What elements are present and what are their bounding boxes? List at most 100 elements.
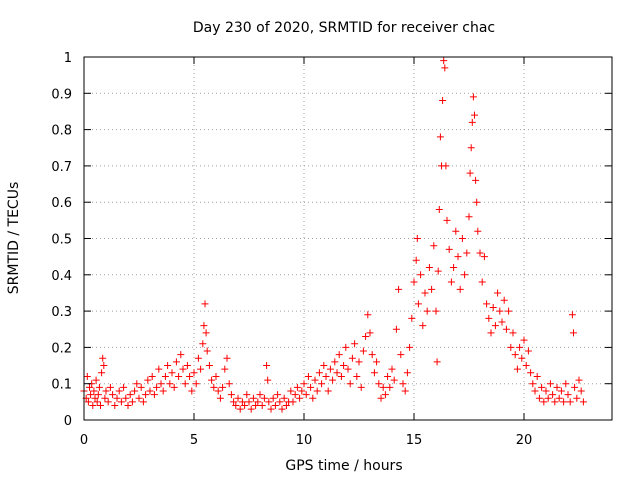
data-point xyxy=(89,401,97,409)
data-point xyxy=(302,391,310,399)
y-tick-label: 0.6 xyxy=(51,196,72,211)
data-point xyxy=(410,278,418,286)
data-points xyxy=(80,57,587,413)
data-point xyxy=(502,325,510,333)
data-point xyxy=(522,362,530,370)
data-point xyxy=(568,311,576,319)
data-point xyxy=(93,398,101,406)
data-point xyxy=(164,362,172,370)
data-point xyxy=(463,249,471,257)
data-point xyxy=(471,111,478,119)
data-point xyxy=(366,329,374,337)
data-point xyxy=(342,343,350,351)
data-point xyxy=(434,267,442,275)
data-point xyxy=(179,365,187,373)
data-point xyxy=(417,271,425,279)
data-point xyxy=(234,394,242,402)
data-point xyxy=(216,394,224,402)
data-point xyxy=(271,401,279,409)
x-axis-label: GPS time / hours xyxy=(285,458,402,474)
data-point xyxy=(487,329,495,337)
y-tick-label: 1 xyxy=(64,51,72,66)
data-point xyxy=(287,387,295,395)
data-point xyxy=(468,118,476,126)
data-point xyxy=(232,401,240,409)
data-point xyxy=(509,329,517,337)
data-point xyxy=(256,391,264,399)
y-tick-label: 0.7 xyxy=(51,160,72,175)
data-point xyxy=(476,249,484,257)
data-point xyxy=(403,369,411,377)
data-point xyxy=(419,322,427,330)
data-point xyxy=(452,227,460,235)
data-point xyxy=(498,318,506,326)
data-point xyxy=(496,307,504,315)
x-tick-label: 5 xyxy=(190,433,198,448)
data-point xyxy=(511,351,519,359)
data-point xyxy=(390,376,398,384)
data-point xyxy=(102,387,110,395)
data-point xyxy=(159,387,167,395)
gridlines xyxy=(84,57,612,420)
data-point xyxy=(324,387,332,395)
data-point xyxy=(392,325,400,333)
data-point xyxy=(399,380,407,388)
data-point xyxy=(137,383,145,391)
data-point xyxy=(531,387,539,395)
data-point xyxy=(379,383,387,391)
data-point xyxy=(200,322,208,330)
data-point xyxy=(414,300,422,308)
data-point xyxy=(364,311,372,319)
data-point xyxy=(269,394,277,402)
data-point xyxy=(276,398,284,406)
data-point xyxy=(177,351,185,359)
data-point xyxy=(322,372,330,380)
data-point xyxy=(546,380,554,388)
data-point xyxy=(326,365,334,373)
data-point xyxy=(461,271,469,279)
data-point xyxy=(435,205,443,213)
data-point xyxy=(289,398,297,406)
data-point xyxy=(483,300,491,308)
data-point xyxy=(579,398,587,406)
data-point xyxy=(95,383,103,391)
data-point xyxy=(291,391,299,399)
data-point xyxy=(421,289,429,297)
data-point xyxy=(538,383,546,391)
data-point xyxy=(549,391,557,399)
data-point xyxy=(227,391,235,399)
data-point xyxy=(573,394,581,402)
data-point xyxy=(98,369,106,377)
data-point xyxy=(181,380,189,388)
data-point xyxy=(133,380,141,388)
data-point xyxy=(194,354,202,362)
data-point xyxy=(491,322,499,330)
data-point xyxy=(485,314,493,322)
data-point xyxy=(203,347,211,355)
data-point xyxy=(293,383,301,391)
data-point xyxy=(423,307,431,315)
data-point xyxy=(307,383,315,391)
data-point xyxy=(97,401,104,409)
data-point xyxy=(249,394,257,402)
data-point xyxy=(300,380,308,388)
data-point xyxy=(202,329,210,337)
data-point xyxy=(348,354,356,362)
data-point xyxy=(555,394,563,402)
data-point xyxy=(230,398,238,406)
data-point xyxy=(221,365,229,373)
data-point xyxy=(91,394,99,402)
data-point xyxy=(412,256,420,264)
data-point xyxy=(551,398,559,406)
x-tick-label: 10 xyxy=(296,433,313,448)
data-point xyxy=(320,362,328,370)
data-point xyxy=(401,387,409,395)
data-point xyxy=(566,398,574,406)
data-point xyxy=(104,398,112,406)
data-point xyxy=(155,365,163,373)
data-point xyxy=(386,383,394,391)
data-point xyxy=(370,369,378,377)
axis-ticks: 00.10.20.30.40.50.60.70.80.910 5 10 15 20 xyxy=(51,51,612,448)
x-tick-label: 20 xyxy=(516,433,533,448)
data-point xyxy=(170,383,178,391)
